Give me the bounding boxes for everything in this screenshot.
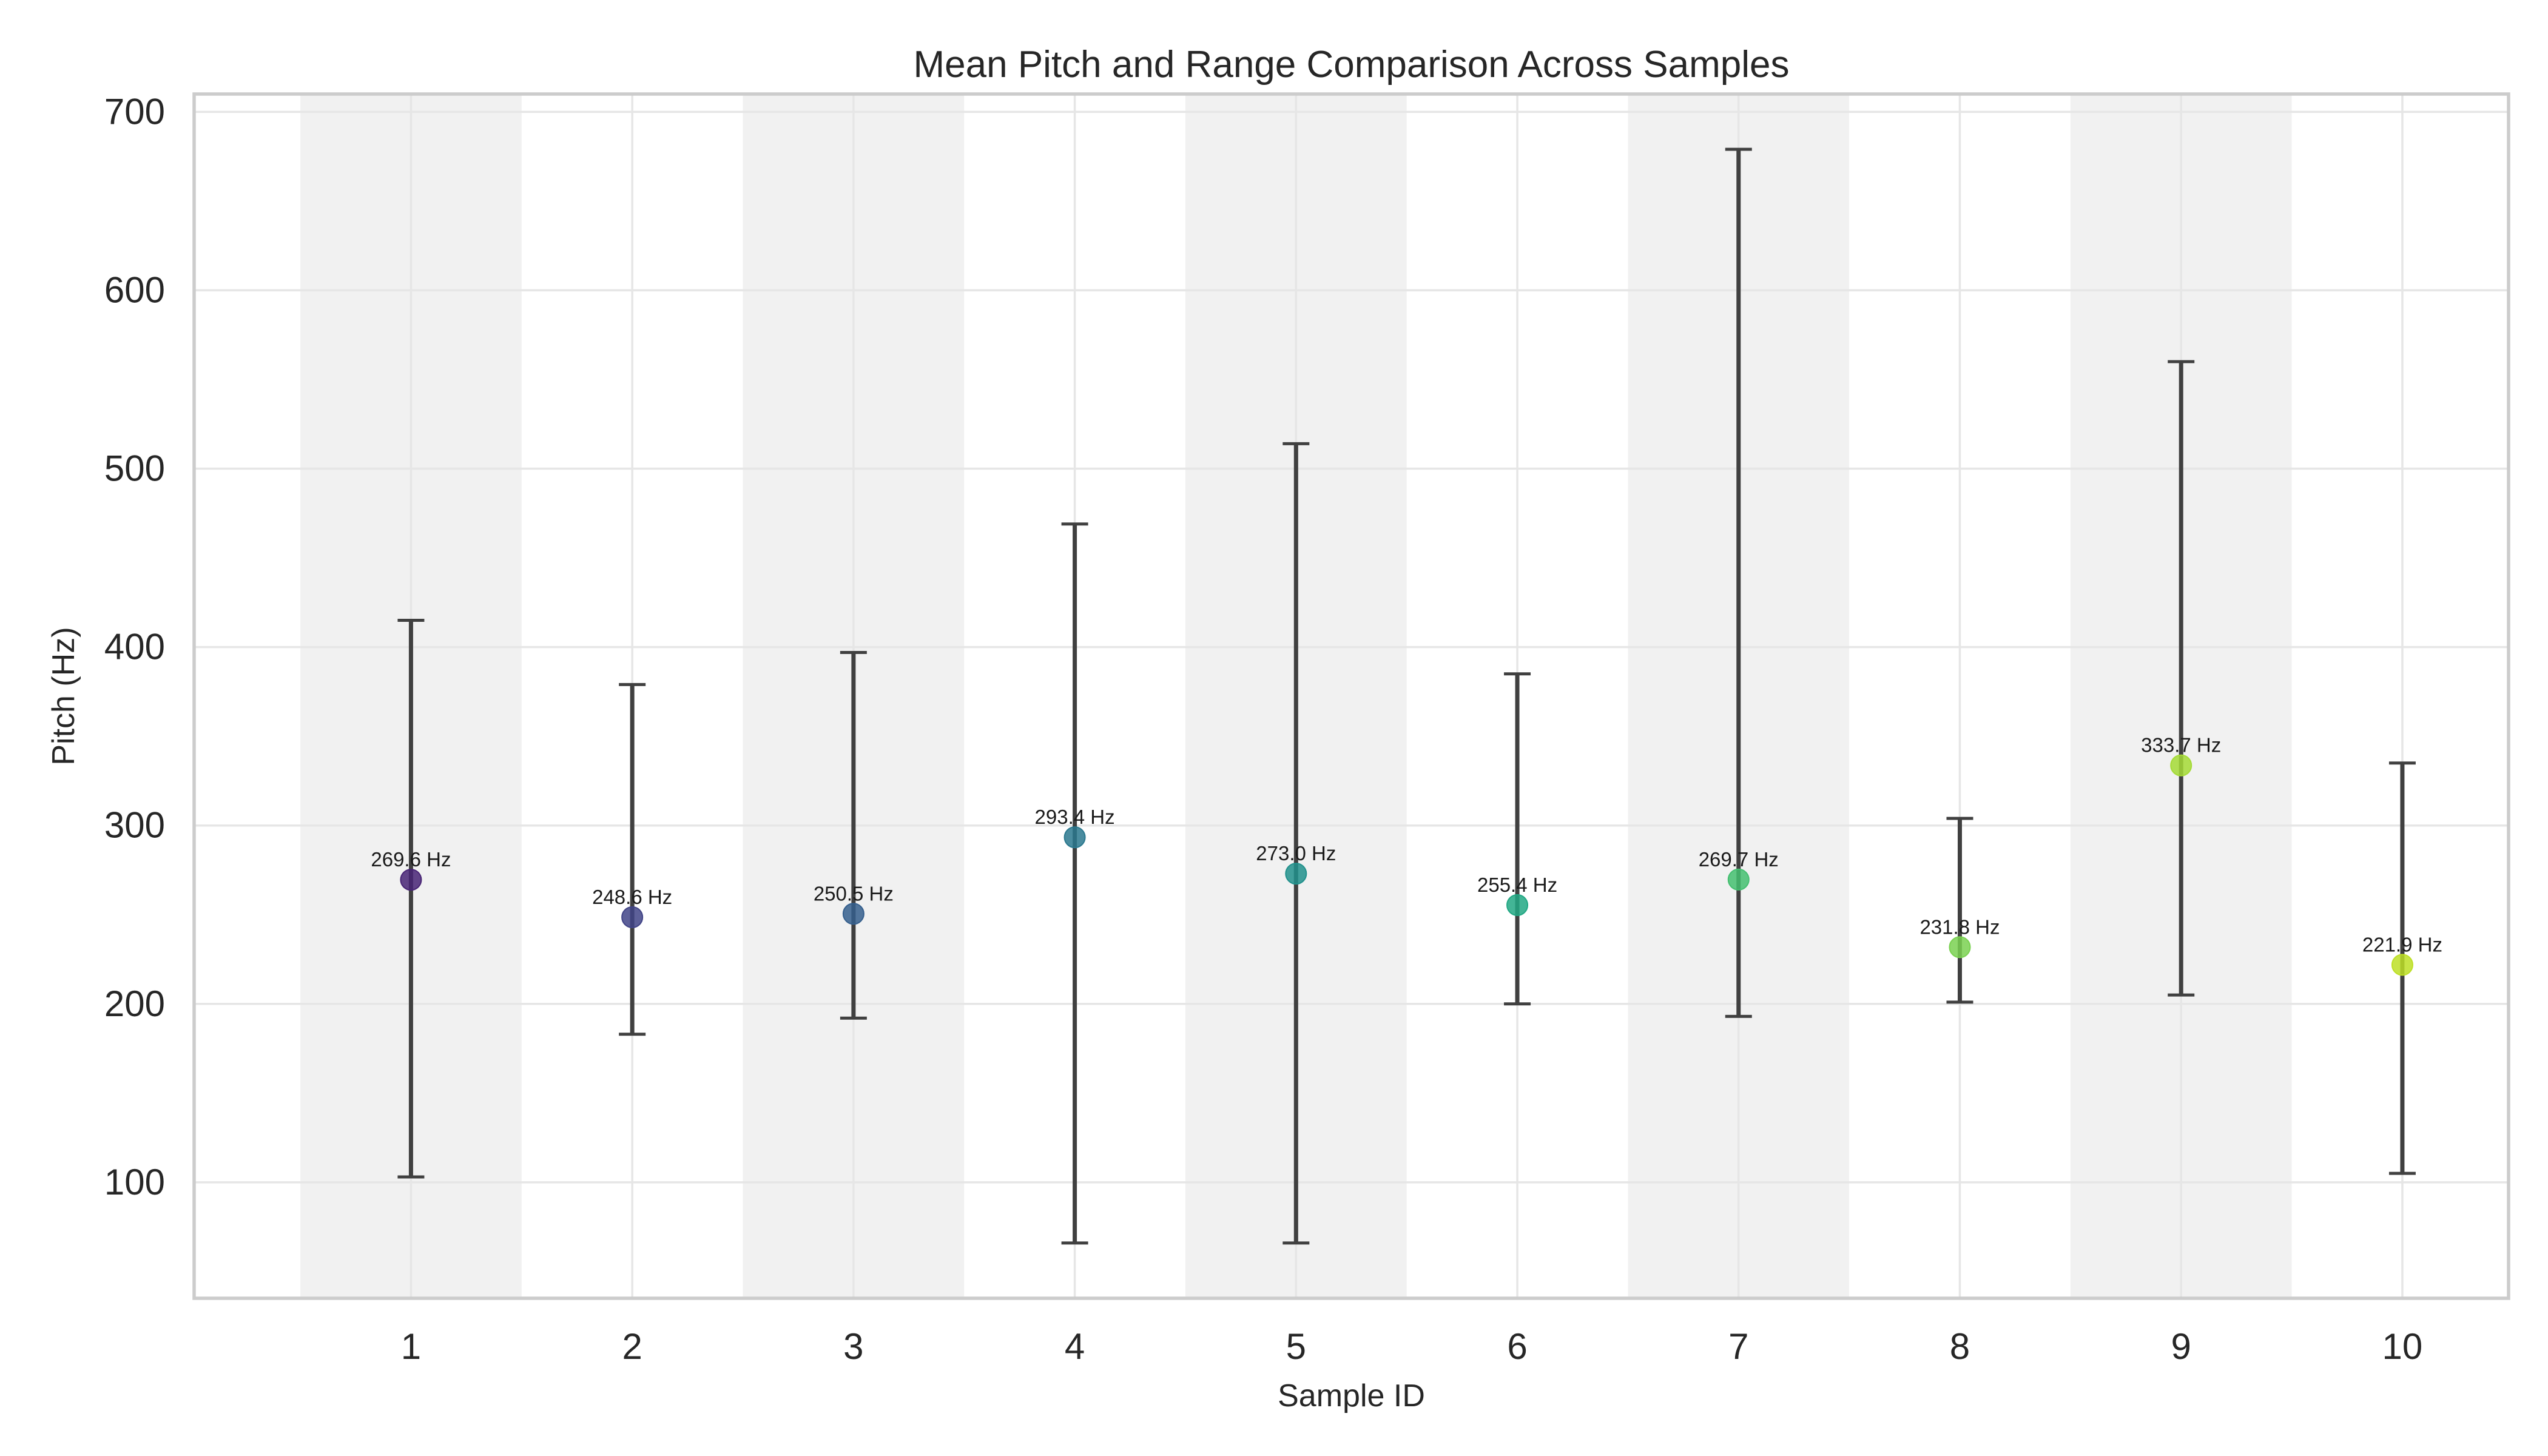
y-tick-400: 400 [104,627,165,667]
mean-point-sample-4 [1063,826,1086,849]
x-tick-10: 10 [2382,1326,2423,1367]
x-tick-3: 3 [843,1326,863,1367]
error-bar-sample-4 [1061,522,1088,1245]
error-bar-sample-9 [2168,360,2195,997]
data-labels: 269.6 Hz 248.6 Hz 250.5 Hz 293.4 Hz 273.0 Hz… [371,734,2442,956]
mean-point-sample-2 [621,906,644,928]
data-label-sample-4: 293.4 Hz [1035,806,1115,828]
error-bar-sample-1 [397,619,425,1179]
mean-point-sample-10 [2391,954,2413,976]
chart-title: Mean Pitch and Range Comparison Across S… [914,44,1790,86]
x-tick-labels: 1 2 3 4 5 6 7 8 9 10 [401,1326,2423,1367]
x-tick-5: 5 [1286,1326,1306,1367]
y-tick-labels: 100 200 300 400 500 600 700 [104,91,165,1202]
x-tick-4: 4 [1065,1326,1085,1367]
mean-point-sample-1 [400,869,422,891]
data-label-sample-10: 221.9 Hz [2362,933,2442,956]
data-label-sample-9: 333.7 Hz [2141,734,2221,757]
data-label-sample-1: 269.6 Hz [371,848,451,871]
mean-point-sample-6 [1506,894,1529,916]
x-tick-7: 7 [1728,1326,1748,1367]
mean-point-sample-8 [1949,936,1971,959]
x-tick-1: 1 [401,1326,421,1367]
mean-point-sample-9 [2170,754,2192,777]
error-bar-sample-8 [1946,817,1973,1004]
plot-frame [192,92,2510,1300]
y-tick-500: 500 [104,448,165,489]
y-tick-700: 700 [104,91,165,132]
mean-points [400,754,2413,976]
y-tick-600: 600 [104,269,165,310]
error-bar-sample-2 [619,682,646,1036]
error-bar-sample-3 [840,650,867,1020]
mean-point-sample-3 [842,903,864,925]
x-tick-2: 2 [622,1326,642,1367]
x-tick-6: 6 [1507,1326,1527,1367]
data-label-sample-8: 231.8 Hz [1919,915,2000,938]
x-tick-8: 8 [1950,1326,1970,1367]
error-bar-sample-5 [1282,442,1310,1245]
error-bar-sample-6 [1504,672,1531,1006]
data-label-sample-2: 248.6 Hz [592,886,672,908]
mean-point-sample-7 [1727,868,1750,891]
y-axis-label: Pitch (Hz) [46,627,81,765]
y-tick-200: 200 [104,983,165,1024]
y-tick-300: 300 [104,805,165,846]
data-label-sample-3: 250.5 Hz [814,882,894,905]
data-label-sample-6: 255.4 Hz [1477,874,1557,896]
y-tick-100: 100 [104,1162,165,1202]
x-tick-9: 9 [2171,1326,2191,1367]
data-label-sample-7: 269.7 Hz [1699,848,1779,871]
x-axis-label: Sample ID [1278,1378,1425,1414]
mean-point-sample-5 [1285,863,1307,885]
data-label-sample-5: 273.0 Hz [1256,842,1336,864]
